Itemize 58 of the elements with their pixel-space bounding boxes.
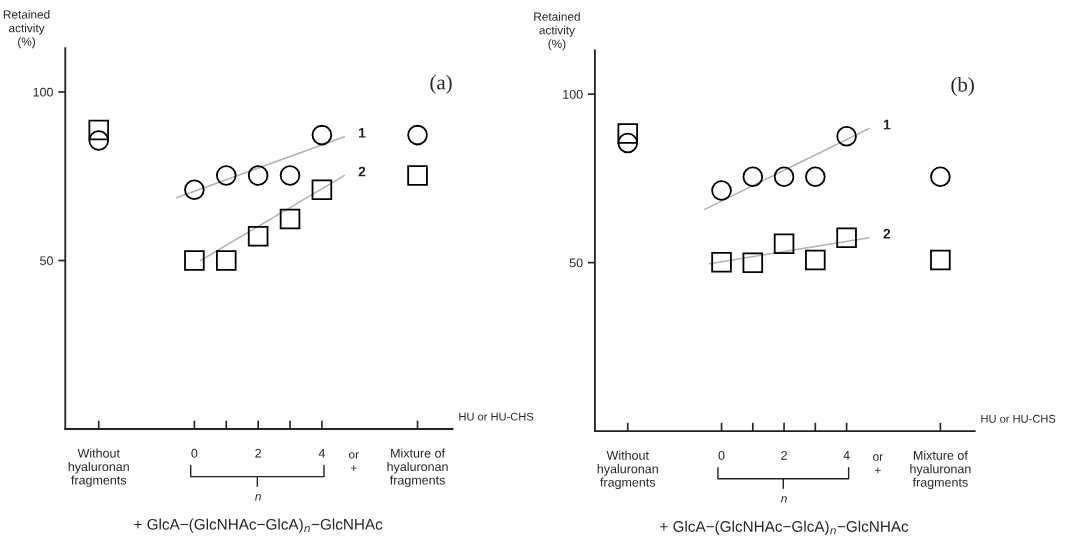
- y-axis-title: Retained activity (%): [3, 10, 50, 49]
- x-tick-label: Without hyaluronan fragments: [597, 450, 658, 490]
- x-tick-label: 0: [718, 450, 725, 460]
- x-axis-title: HU or HU-CHS: [459, 412, 534, 421]
- point: [88, 119, 110, 141]
- x-axis-title: HU or HU-CHS: [981, 414, 1056, 423]
- point: [311, 124, 333, 146]
- series-label: 2: [358, 166, 366, 177]
- text: or +: [349, 452, 359, 472]
- point: [805, 166, 826, 187]
- point: [311, 179, 333, 200]
- point: [773, 166, 795, 187]
- point: [930, 166, 951, 187]
- point: [930, 249, 951, 271]
- y-axis-title: Retained activity (%): [534, 12, 580, 51]
- text: + GlcA−(GlcNHAc−GlcA)$_{n}$−GlcNHAc: [134, 518, 383, 533]
- point: [247, 165, 269, 186]
- x-tick-label: 0: [191, 448, 198, 458]
- point: [617, 123, 639, 144]
- point: [742, 166, 764, 187]
- x-tick-label: Mixture of hyaluronan fragments: [910, 450, 971, 490]
- x-tick-label: Without hyaluronan fragments: [68, 448, 129, 488]
- point: [279, 165, 301, 186]
- text: n: [255, 494, 261, 501]
- y-tick-label: 100: [563, 89, 583, 99]
- text: n: [780, 496, 787, 503]
- x-tick-label: 2: [255, 448, 261, 458]
- text: or +: [873, 454, 883, 474]
- point: [279, 208, 301, 230]
- point: [215, 250, 237, 271]
- y-tick-label: 100: [33, 87, 53, 97]
- x-tick-label: 4: [318, 448, 326, 458]
- y-tick-label: 50: [569, 258, 583, 268]
- x-tick-label: 4: [843, 451, 850, 460]
- text: + GlcA−(GlcNHAc−GlcA)$_{n}$−GlcNHAc: [660, 520, 909, 535]
- point: [711, 252, 732, 273]
- series-label: 1: [358, 128, 366, 138]
- point: [407, 124, 428, 146]
- series-label: 1: [883, 119, 891, 130]
- point: [407, 165, 428, 186]
- point: [742, 252, 764, 273]
- point: [836, 227, 857, 248]
- x-tick-label: 2: [781, 450, 787, 460]
- point: [215, 165, 237, 186]
- point: [836, 125, 857, 147]
- text: (a): [430, 74, 452, 94]
- point: [805, 249, 826, 271]
- series-label: 2: [883, 228, 891, 239]
- x-tick-label: Mixture of hyaluronan fragments: [387, 448, 448, 488]
- point: [773, 233, 795, 255]
- point: [247, 225, 269, 247]
- point: [184, 250, 205, 271]
- point: [711, 180, 732, 201]
- point: [184, 179, 205, 200]
- text: (b): [951, 77, 974, 96]
- y-tick-label: 50: [40, 256, 53, 266]
- point: [88, 130, 110, 151]
- point: [617, 132, 639, 154]
